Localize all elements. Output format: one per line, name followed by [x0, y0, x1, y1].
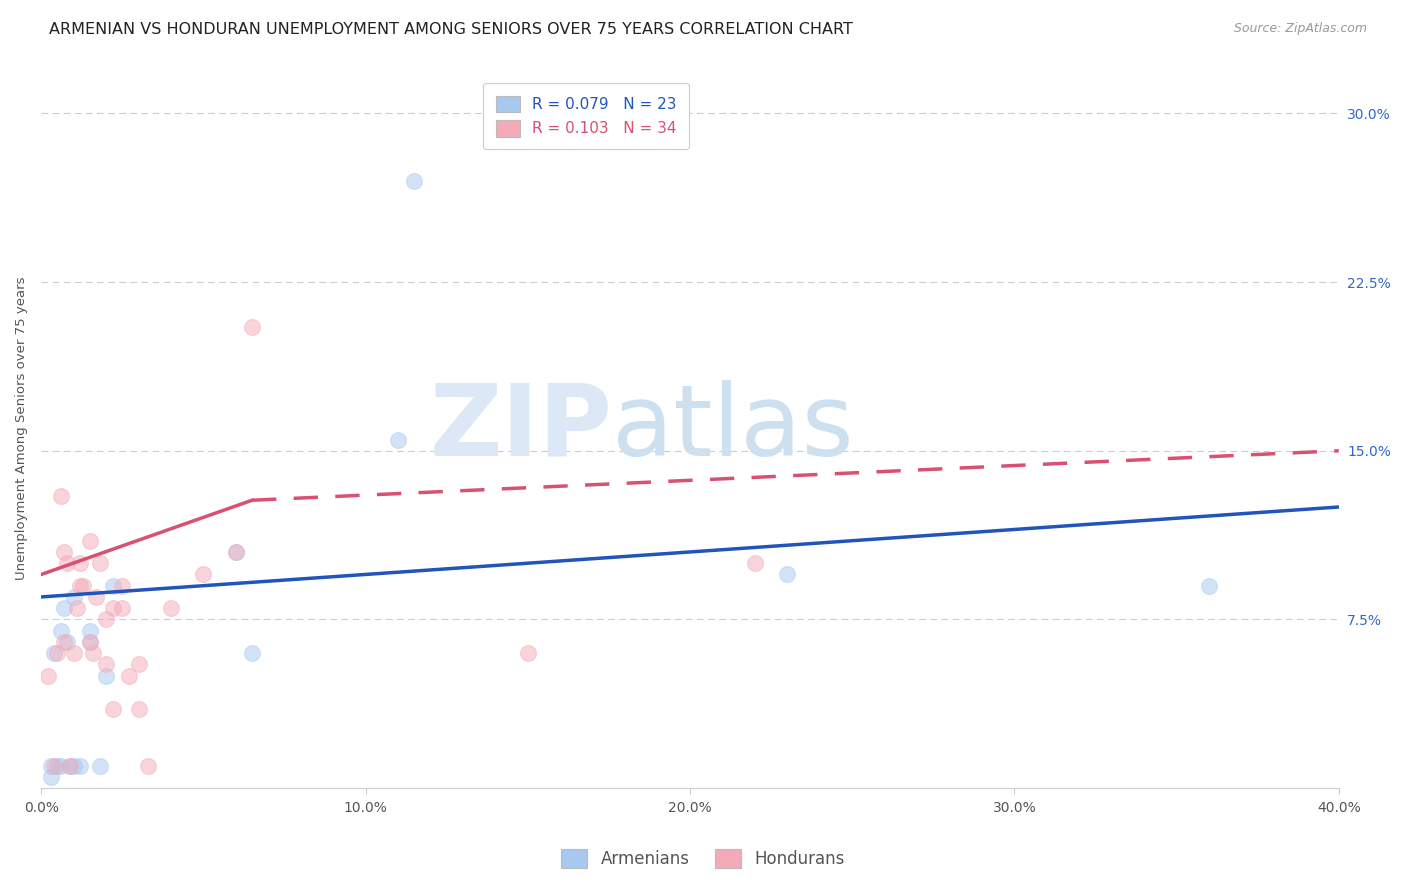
- Point: [89, 758, 111, 772]
- Point: [111, 601, 134, 615]
- Point: [1198, 579, 1220, 593]
- Point: [56, 635, 79, 649]
- Text: ZIP: ZIP: [429, 380, 612, 477]
- Point: [101, 702, 124, 716]
- Point: [516, 646, 538, 660]
- Point: [79, 635, 101, 649]
- Point: [49, 624, 72, 638]
- Point: [66, 601, 89, 615]
- Point: [46, 646, 69, 660]
- Point: [82, 646, 104, 660]
- Text: Source: ZipAtlas.com: Source: ZipAtlas.com: [1233, 22, 1367, 36]
- Point: [160, 601, 183, 615]
- Point: [79, 533, 101, 548]
- Legend: Armenians, Hondurans: Armenians, Hondurans: [554, 843, 852, 875]
- Point: [240, 320, 263, 334]
- Point: [62, 590, 84, 604]
- Point: [69, 556, 91, 570]
- Point: [136, 758, 159, 772]
- Point: [79, 635, 101, 649]
- Point: [52, 545, 75, 559]
- Text: ARMENIAN VS HONDURAN UNEMPLOYMENT AMONG SENIORS OVER 75 YEARS CORRELATION CHART: ARMENIAN VS HONDURAN UNEMPLOYMENT AMONG …: [49, 22, 853, 37]
- Point: [62, 646, 84, 660]
- Text: atlas: atlas: [612, 380, 853, 477]
- Point: [111, 579, 134, 593]
- Point: [193, 567, 215, 582]
- Point: [86, 590, 108, 604]
- Point: [118, 668, 141, 682]
- Point: [69, 579, 91, 593]
- Point: [776, 567, 799, 582]
- Point: [59, 758, 82, 772]
- Point: [79, 624, 101, 638]
- Point: [387, 433, 409, 447]
- Point: [52, 601, 75, 615]
- Point: [44, 646, 66, 660]
- Legend: R = 0.079   N = 23, R = 0.103   N = 34: R = 0.079 N = 23, R = 0.103 N = 34: [484, 83, 689, 149]
- Point: [44, 758, 66, 772]
- Point: [94, 668, 117, 682]
- Point: [404, 174, 426, 188]
- Point: [89, 556, 111, 570]
- Y-axis label: Unemployment Among Seniors over 75 years: Unemployment Among Seniors over 75 years: [15, 277, 28, 580]
- Point: [94, 612, 117, 626]
- Point: [128, 657, 150, 672]
- Point: [69, 758, 91, 772]
- Point: [225, 545, 247, 559]
- Point: [240, 646, 263, 660]
- Point: [128, 702, 150, 716]
- Point: [49, 489, 72, 503]
- Point: [225, 545, 247, 559]
- Point: [49, 758, 72, 772]
- Point: [744, 556, 766, 570]
- Point: [37, 668, 59, 682]
- Point: [101, 579, 124, 593]
- Point: [39, 770, 62, 784]
- Point: [56, 556, 79, 570]
- Point: [46, 758, 69, 772]
- Point: [101, 601, 124, 615]
- Point: [39, 758, 62, 772]
- Point: [72, 579, 94, 593]
- Point: [52, 635, 75, 649]
- Point: [94, 657, 117, 672]
- Point: [59, 758, 82, 772]
- Point: [62, 758, 84, 772]
